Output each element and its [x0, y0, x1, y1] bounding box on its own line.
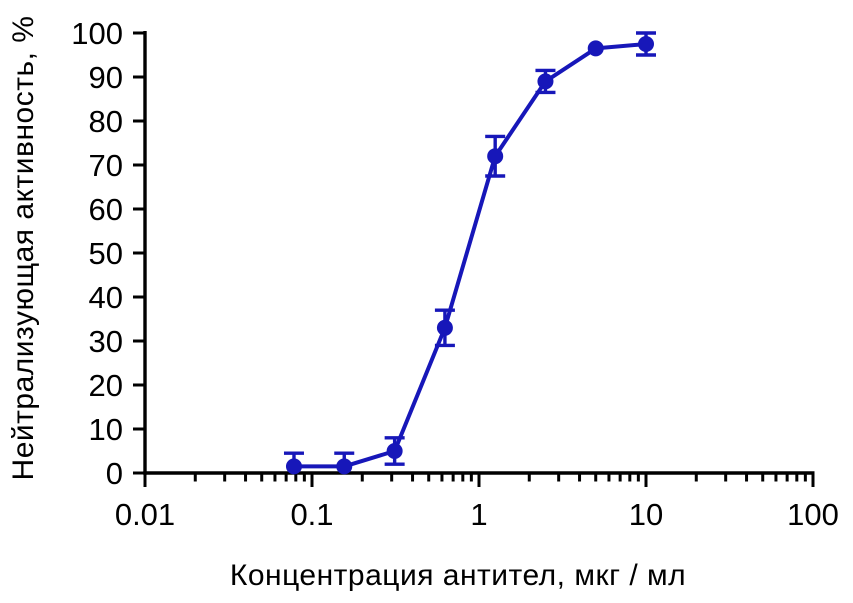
y-tick-label: 0: [106, 456, 123, 491]
error-bars: [283, 31, 656, 472]
data-point: [638, 36, 654, 52]
x-tick-label: 10: [629, 497, 663, 532]
data-point: [587, 40, 604, 57]
y-tick-label: 100: [71, 16, 123, 51]
y-axis-title: Нейтрализующая активность, %: [7, 16, 40, 481]
data-point: [285, 458, 302, 475]
y-tick-label: 10: [89, 412, 123, 447]
data-point: [436, 319, 453, 336]
data-point: [336, 458, 353, 475]
y-tick-label: 80: [89, 104, 123, 139]
data-point: [386, 443, 403, 459]
x-tick-label: 1: [470, 497, 487, 532]
y-tick-label: 40: [89, 280, 123, 315]
data-point: [537, 73, 554, 90]
y-tick-label: 20: [89, 368, 123, 403]
y-tick-label: 30: [89, 324, 123, 359]
x-axis-title: Концентрация антител, мкг / мл: [230, 559, 686, 592]
y-tick-label: 60: [89, 192, 123, 227]
x-tick-label: 0.1: [290, 497, 333, 532]
y-tick-label: 70: [89, 148, 123, 183]
data-point: [487, 148, 504, 165]
series-line: [291, 42, 648, 469]
x-tick-label: 100: [787, 497, 839, 532]
y-tick-label: 50: [89, 236, 123, 271]
x-tick-label: 0.01: [115, 497, 175, 532]
y-tick-label: 90: [89, 60, 123, 95]
series-neutralizing-activity: [283, 31, 656, 475]
